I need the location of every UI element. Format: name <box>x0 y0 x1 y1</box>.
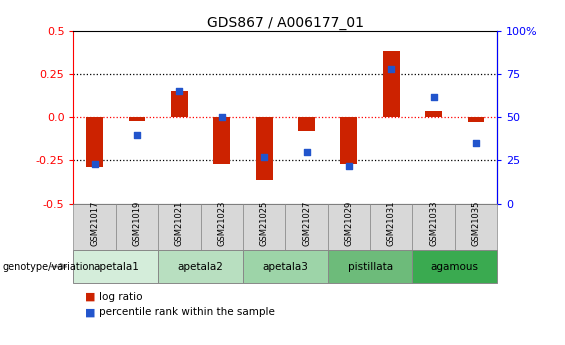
Point <box>302 149 311 155</box>
Point <box>259 154 269 160</box>
Bar <box>128 117 146 121</box>
Text: apetala3: apetala3 <box>262 262 308 272</box>
Title: GDS867 / A006177_01: GDS867 / A006177_01 <box>207 16 364 30</box>
Bar <box>340 117 358 164</box>
Point <box>386 66 396 72</box>
Bar <box>425 111 442 117</box>
Text: GSM21027: GSM21027 <box>302 201 311 246</box>
Text: ■: ■ <box>85 307 99 317</box>
Bar <box>255 117 273 180</box>
Text: GSM21033: GSM21033 <box>429 201 438 246</box>
Point <box>471 140 480 146</box>
Point <box>132 132 141 137</box>
Text: ■: ■ <box>85 292 99 302</box>
Point <box>90 161 99 167</box>
Text: pistillata: pistillata <box>347 262 393 272</box>
Point <box>344 163 354 168</box>
Text: GSM21031: GSM21031 <box>387 201 396 246</box>
Text: GSM21029: GSM21029 <box>345 201 353 246</box>
Text: GSM21035: GSM21035 <box>472 201 480 246</box>
Text: GSM21021: GSM21021 <box>175 201 184 246</box>
Text: apetala1: apetala1 <box>93 262 139 272</box>
Bar <box>298 117 315 131</box>
Text: percentile rank within the sample: percentile rank within the sample <box>99 307 275 317</box>
Text: GSM21025: GSM21025 <box>260 201 268 246</box>
Bar <box>214 117 231 164</box>
Point <box>429 94 438 99</box>
Bar <box>171 90 188 117</box>
Bar <box>468 117 485 122</box>
Point <box>175 89 184 94</box>
Text: genotype/variation: genotype/variation <box>3 262 95 272</box>
Text: log ratio: log ratio <box>99 292 142 302</box>
Text: apetala2: apetala2 <box>177 262 224 272</box>
Bar <box>383 51 399 117</box>
Text: GSM21019: GSM21019 <box>133 201 141 246</box>
Point <box>217 115 226 120</box>
Text: agamous: agamous <box>431 262 479 272</box>
Text: GSM21023: GSM21023 <box>218 201 226 246</box>
Bar <box>86 117 103 167</box>
Text: GSM21017: GSM21017 <box>90 201 99 246</box>
